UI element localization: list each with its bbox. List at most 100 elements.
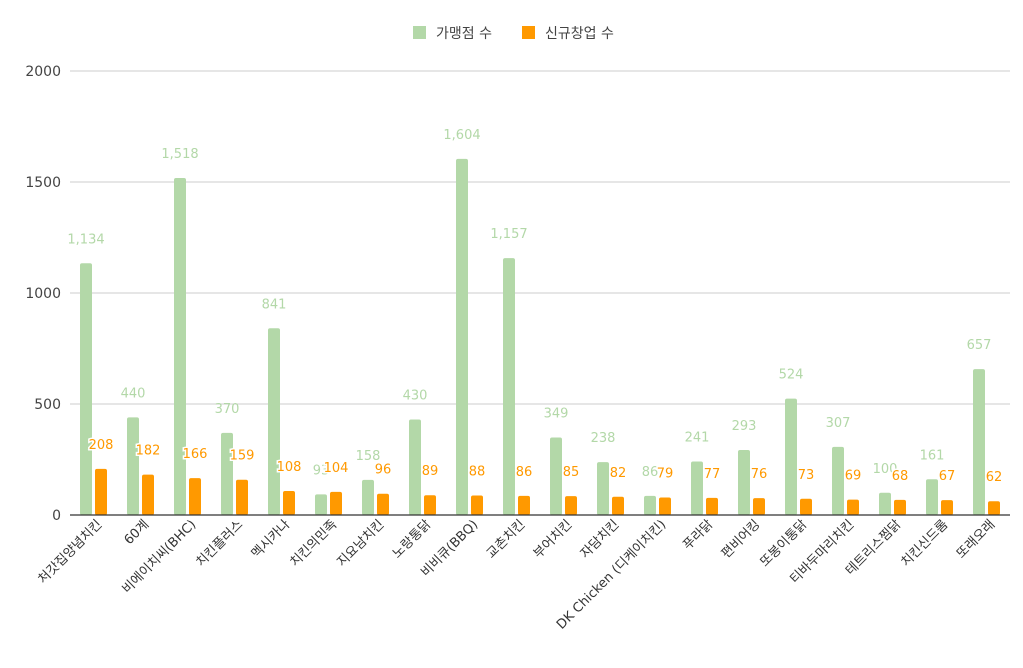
x-tick-label: 멕시카나 (249, 517, 293, 561)
data-label-franchise: 1,157 (490, 227, 527, 242)
bar-new-startups (142, 474, 154, 515)
bar-new-startups (659, 497, 671, 515)
x-tick-label: 치킨신드롬 (898, 517, 951, 570)
bar-franchise (879, 492, 891, 515)
data-label-franchise: 293 (732, 419, 757, 434)
bar-new-startups (330, 491, 342, 515)
bar-new-startups (565, 496, 577, 515)
x-tick-label: 부어치킨 (531, 517, 575, 561)
data-label-new-startups: 68 (892, 469, 909, 484)
data-label-franchise: 1,134 (67, 232, 104, 247)
x-tick-label: 60계 (122, 517, 153, 548)
y-tick-label: 0 (52, 508, 61, 524)
x-tick-label: 자담치킨 (578, 517, 622, 561)
data-label-franchise: 93 (313, 463, 330, 478)
data-label-new-startups: 67 (939, 469, 956, 484)
legend-label-new-startups: 신규창업 수 (545, 26, 614, 42)
bar-franchise (973, 369, 985, 515)
x-tick-label: 노랑통닭 (390, 517, 434, 561)
bar-franchise (597, 462, 609, 515)
data-label-new-startups: 89 (422, 464, 439, 479)
bar-franchise (550, 437, 562, 515)
data-label-franchise: 100 (873, 462, 898, 477)
x-tick-label: 편비어킹 (719, 517, 763, 561)
bar-new-startups (800, 498, 812, 515)
data-label-new-startups: 62 (986, 470, 1003, 485)
data-label-new-startups: 159 (230, 449, 255, 464)
bar-franchise (409, 419, 421, 515)
data-label-new-startups: 79 (657, 466, 674, 481)
data-label-new-startups: 182 (136, 444, 161, 459)
data-label-franchise: 841 (262, 297, 287, 312)
data-label-franchise: 307 (826, 416, 851, 431)
bar-franchise (691, 461, 703, 515)
x-tick-label: 치킨플러스 (193, 517, 246, 570)
bar-new-startups (377, 493, 389, 515)
data-label-franchise: 161 (920, 448, 945, 463)
bar-franchise (315, 494, 327, 515)
bar-franchise (644, 495, 656, 515)
data-label-new-startups: 166 (183, 447, 208, 462)
y-axis-ticks: 0 500 1000 1500 2000 (25, 64, 61, 524)
bar-new-startups (189, 478, 201, 515)
bar-new-startups (95, 468, 107, 515)
bar-franchise (832, 446, 844, 515)
bar-franchise (926, 479, 938, 515)
bar-franchise (785, 398, 797, 515)
bar-franchise (456, 158, 468, 516)
data-label-franchise: 430 (403, 389, 428, 404)
data-label-franchise: 1,604 (443, 128, 480, 143)
bar-franchise (80, 263, 92, 515)
y-tick-label: 1500 (25, 175, 61, 191)
data-label-new-startups: 104 (324, 461, 349, 476)
data-label-new-startups: 86 (516, 465, 533, 480)
legend-label-franchise: 가맹점 수 (436, 26, 492, 42)
bar-new-startups (424, 495, 436, 515)
data-label-new-startups: 82 (610, 466, 627, 481)
data-label-franchise: 241 (685, 430, 710, 445)
data-label-franchise: 524 (779, 368, 804, 383)
x-tick-label: 처갓집양념치킨 (36, 517, 106, 587)
x-tick-label: 지요남치킨 (334, 517, 387, 570)
bar-franchise (268, 328, 280, 515)
legend-swatch-new-startups (522, 26, 535, 39)
data-label-new-startups: 108 (277, 460, 302, 475)
x-tick-label: 또래오래 (954, 517, 998, 561)
data-label-new-startups: 208 (89, 438, 114, 453)
bar-new-startups (236, 479, 248, 515)
y-tick-label: 500 (34, 397, 61, 413)
data-label-franchise: 1,518 (161, 147, 198, 162)
bar-franchise (362, 479, 374, 515)
bar-franchise (738, 449, 750, 515)
x-tick-label: 치킨의민족 (287, 517, 340, 570)
bar-new-startups (283, 491, 295, 515)
data-label-new-startups: 77 (704, 467, 721, 482)
bar-new-startups (706, 497, 718, 515)
data-label-new-startups: 88 (469, 464, 486, 479)
x-tick-label: 교촌치킨 (484, 517, 528, 561)
y-tick-label: 1000 (25, 286, 61, 302)
data-label-franchise: 370 (215, 402, 240, 417)
data-label-new-startups: 85 (563, 465, 580, 480)
y-tick-label: 2000 (25, 64, 61, 80)
data-label-franchise: 349 (544, 407, 569, 422)
data-label-franchise: 440 (121, 386, 146, 401)
bar-new-startups (988, 501, 1000, 515)
bar-franchise (221, 432, 233, 515)
data-label-franchise: 657 (967, 338, 992, 353)
bar-new-startups (518, 495, 530, 515)
data-label-franchise: 158 (356, 449, 381, 464)
legend-swatch-franchise (413, 26, 426, 39)
bar-new-startups (471, 495, 483, 515)
legend: 가맹점 수 신규창업 수 (413, 26, 614, 42)
data-label-new-startups: 76 (751, 467, 768, 482)
bar-new-startups (847, 499, 859, 515)
bar-franchise (174, 178, 186, 515)
data-label-new-startups: 69 (845, 469, 862, 484)
bar-new-startups (894, 499, 906, 515)
bar-new-startups (753, 498, 765, 515)
bar-new-startups (612, 496, 624, 515)
bars (80, 158, 1000, 516)
